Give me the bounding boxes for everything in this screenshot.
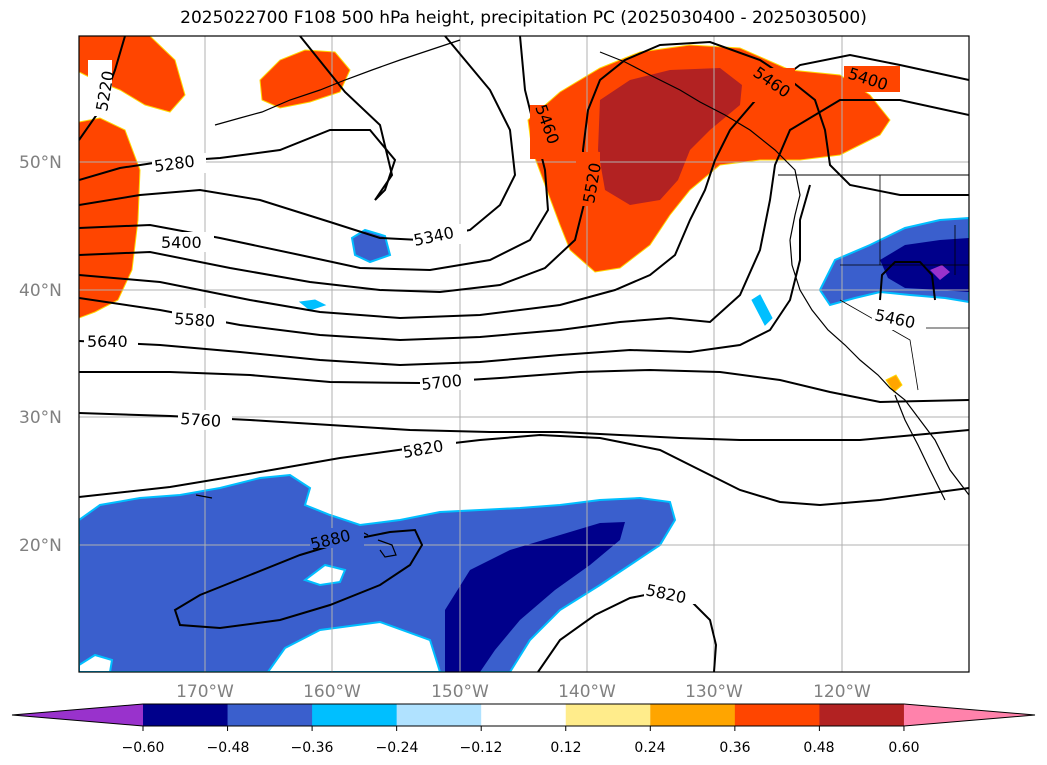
latitude-labels: 50°N 40°N 30°N 20°N [19,153,62,556]
colorbar-segment [819,704,905,726]
colorbar-segment [734,704,820,726]
clear-patch [302,563,347,587]
contour-5460 [79,40,969,294]
contour-5880 [173,528,424,630]
longitude-labels: 170°W 160°W 150°W 140°W 130°W 120°W [176,682,871,702]
lon-label: 120°W [813,682,871,702]
contour-label: 5700 [420,371,462,394]
colorbar-tick-label: −0.36 [291,740,334,756]
colorbar-tick-label: 0.48 [803,740,834,756]
contour-label: 5760 [180,409,222,431]
colorbar-segment [143,704,229,726]
precip-negative-extreme-east [930,265,950,280]
colorbar-tick-label: 0.36 [719,740,750,756]
contour-label: 5400 [161,233,202,252]
map-frame [78,35,970,673]
colorbar-tick-label: 0.60 [888,740,919,756]
colorbar-segment [481,704,567,726]
baja-coast [894,394,946,501]
chart-title: 2025022700 F108 500 hPa height, precipit… [180,8,867,28]
lat-label: 20°N [19,536,62,556]
colorbar-extend-high [903,704,1035,726]
contour-5460-east [879,261,936,301]
map-panel: 5220 5280 5400 5340 5460 5520 5460 5400 … [79,36,969,672]
contour-5760 [79,412,969,441]
us-west-coast [789,239,969,496]
contour-label: 5580 [174,309,216,331]
colorbar-extend-low [12,704,143,726]
precip-spot-baja [885,374,903,393]
colorbar-segment [312,704,398,726]
colorbar-segment [565,704,651,726]
precip-spot-3 [751,294,773,326]
gridlines [79,36,969,672]
state-borders [839,175,969,391]
contour-5700 [79,368,969,404]
colorbar-segment [227,704,313,726]
lon-label: 130°W [685,682,743,702]
contour-5820 [79,433,969,507]
contour-5280-west [299,36,394,201]
contour-label: 5640 [87,332,128,351]
contour-5280 [79,129,397,201]
colorbar-tick-label: −0.24 [376,740,419,756]
clear-patch-3 [79,653,114,672]
lon-label: 150°W [431,682,489,702]
colorbar-tick-label: −0.60 [122,740,165,756]
colorbar [11,703,1036,731]
lat-label: 40°N [19,281,62,301]
lat-label: 50°N [19,153,62,173]
colorbar-segment [396,704,482,726]
alaska-peninsula-coast [214,39,461,126]
colorbar-segment [650,704,736,726]
contour-5580 [79,99,969,342]
precip-positive-aleutian [259,49,351,109]
lon-label: 160°W [303,682,361,702]
precip-negative-core [445,522,625,672]
colorbar-tick-labels: −0.60 −0.48 −0.36 −0.24 −0.12 0.12 0.24 … [122,740,920,756]
contour-5640 [79,184,811,367]
colorbar-tick-label: 0.24 [634,740,665,756]
contour-labels: 5220 5280 5400 5340 5460 5520 5460 5400 … [84,60,926,607]
precip-positive-core [598,68,742,205]
colorbar-tick-label: −0.48 [207,740,250,756]
precip-negative-region-south [79,473,677,672]
lon-label: 170°W [176,682,234,702]
lat-label: 30°N [19,408,62,428]
colorbar-tick-label: −0.12 [460,740,503,756]
clear-patch-2 [266,620,442,672]
colorbar-tick-label: 0.12 [550,740,581,756]
contour-5520 [79,53,969,320]
lon-label: 140°W [558,682,616,702]
precip-spot-2 [298,299,327,311]
precip-positive-northwest [79,36,186,113]
